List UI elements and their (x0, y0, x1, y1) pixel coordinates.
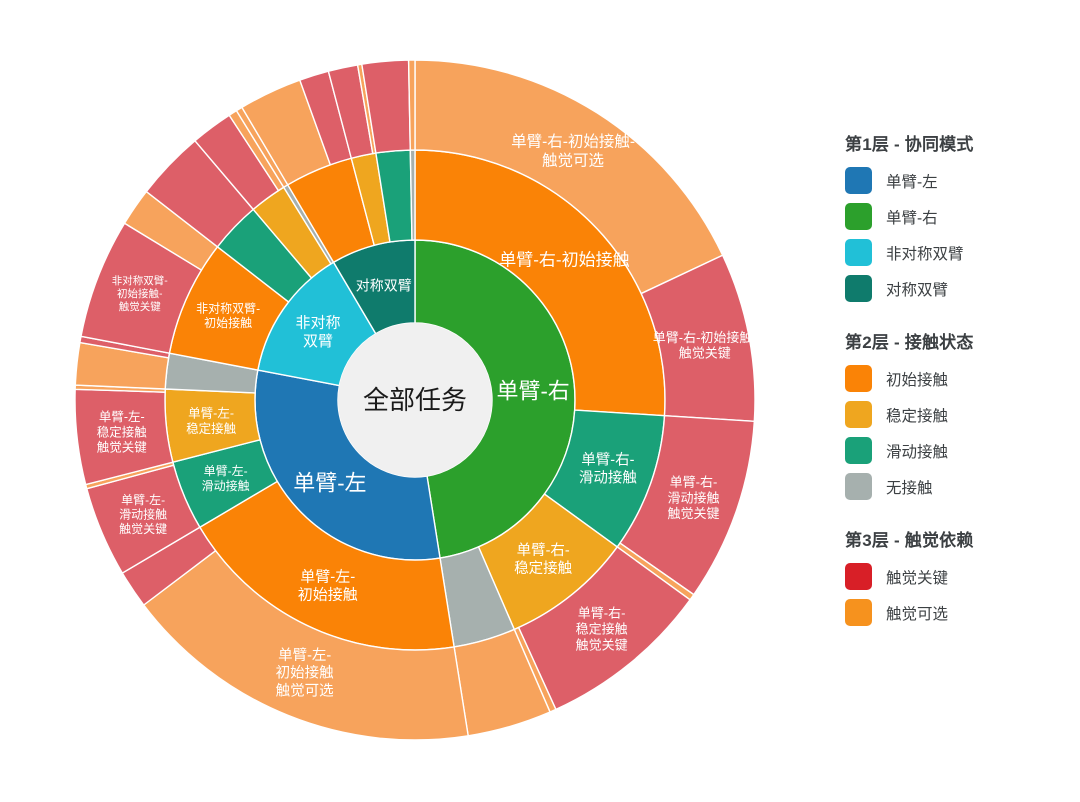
legend-color-swatch (845, 239, 872, 266)
legend-group-title: 第2层 - 接触状态 (845, 333, 974, 352)
legend-group: 第2层 - 接触状态初始接触稳定接触滑动接触无接触 (845, 328, 1080, 500)
sunburst-chart: 单臂-右 单臂-右-初始接触 单臂-右-初始接触-触觉可选 单臂-右-初始接触-触觉关… (0, 0, 830, 802)
legend-item[interactable]: 单臂-右 (845, 203, 1080, 230)
legend-item[interactable]: 滑动接触 (845, 437, 1080, 464)
center-hole[interactable] (338, 323, 492, 477)
legend-item-label: 滑动接触 (886, 443, 949, 461)
legend-color-swatch (845, 473, 872, 500)
legend-item-label: 非对称双臂 (886, 245, 964, 263)
legend-color-swatch (845, 167, 872, 194)
legend-item[interactable]: 非对称双臂 (845, 239, 1080, 266)
legend-item[interactable]: 对称双臂 (845, 275, 1080, 302)
legend-color-swatch (845, 203, 872, 230)
legend-item-label: 对称双臂 (886, 281, 949, 299)
legend-color-swatch (845, 365, 872, 392)
sunburst-segment[interactable]: 对称双臂-无接触-触觉可选 (407, 59, 416, 151)
legend-item-label: 触觉可选 (886, 605, 949, 623)
legend-item-label: 稳定接触 (886, 407, 949, 425)
legend-item[interactable]: 触觉关键 (845, 563, 1080, 590)
legend-color-swatch (845, 401, 872, 428)
legend-group-title: 第3层 - 触觉依赖 (845, 531, 974, 550)
legend-item-label: 初始接触 (886, 371, 949, 389)
legend-color-swatch (845, 275, 872, 302)
sunburst-arcs: 单臂-右单臂-右-初始接触单臂-右-初始接触-触觉可选单臂-右-初始接触-触觉关… (74, 59, 756, 741)
legend-item[interactable]: 无接触 (845, 473, 1080, 500)
legend-group: 第1层 - 协同模式 单臂-左单臂-右非对称双臂对称双臂 (845, 130, 1080, 302)
legend-group: 第3层 - 触觉依赖触觉关键触觉可选 (845, 526, 1080, 626)
legend-item[interactable]: 初始接触 (845, 365, 1080, 392)
legend-color-swatch (845, 437, 872, 464)
legend-item-label: 单臂-右 (886, 209, 938, 227)
legend-group-title: 第1层 - 协同模式 (845, 135, 974, 154)
legend-item-label: 无接触 (886, 479, 933, 497)
legend-item[interactable]: 单臂-左 (845, 167, 1080, 194)
legend-item-label: 触觉关键 (886, 569, 949, 587)
legend-color-swatch (845, 563, 872, 590)
legend-panel: 第1层 - 协同模式 单臂-左单臂-右非对称双臂对称双臂第2层 - 接触状态初始接… (845, 0, 1080, 802)
legend-item[interactable]: 触觉可选 (845, 599, 1080, 626)
legend-item-label: 单臂-左 (886, 173, 938, 191)
sunburst-svg[interactable]: 单臂-右单臂-右-初始接触单臂-右-初始接触-触觉可选单臂-右-初始接触-触觉关… (0, 0, 830, 802)
legend-color-swatch (845, 599, 872, 626)
legend-item[interactable]: 稳定接触 (845, 401, 1080, 428)
